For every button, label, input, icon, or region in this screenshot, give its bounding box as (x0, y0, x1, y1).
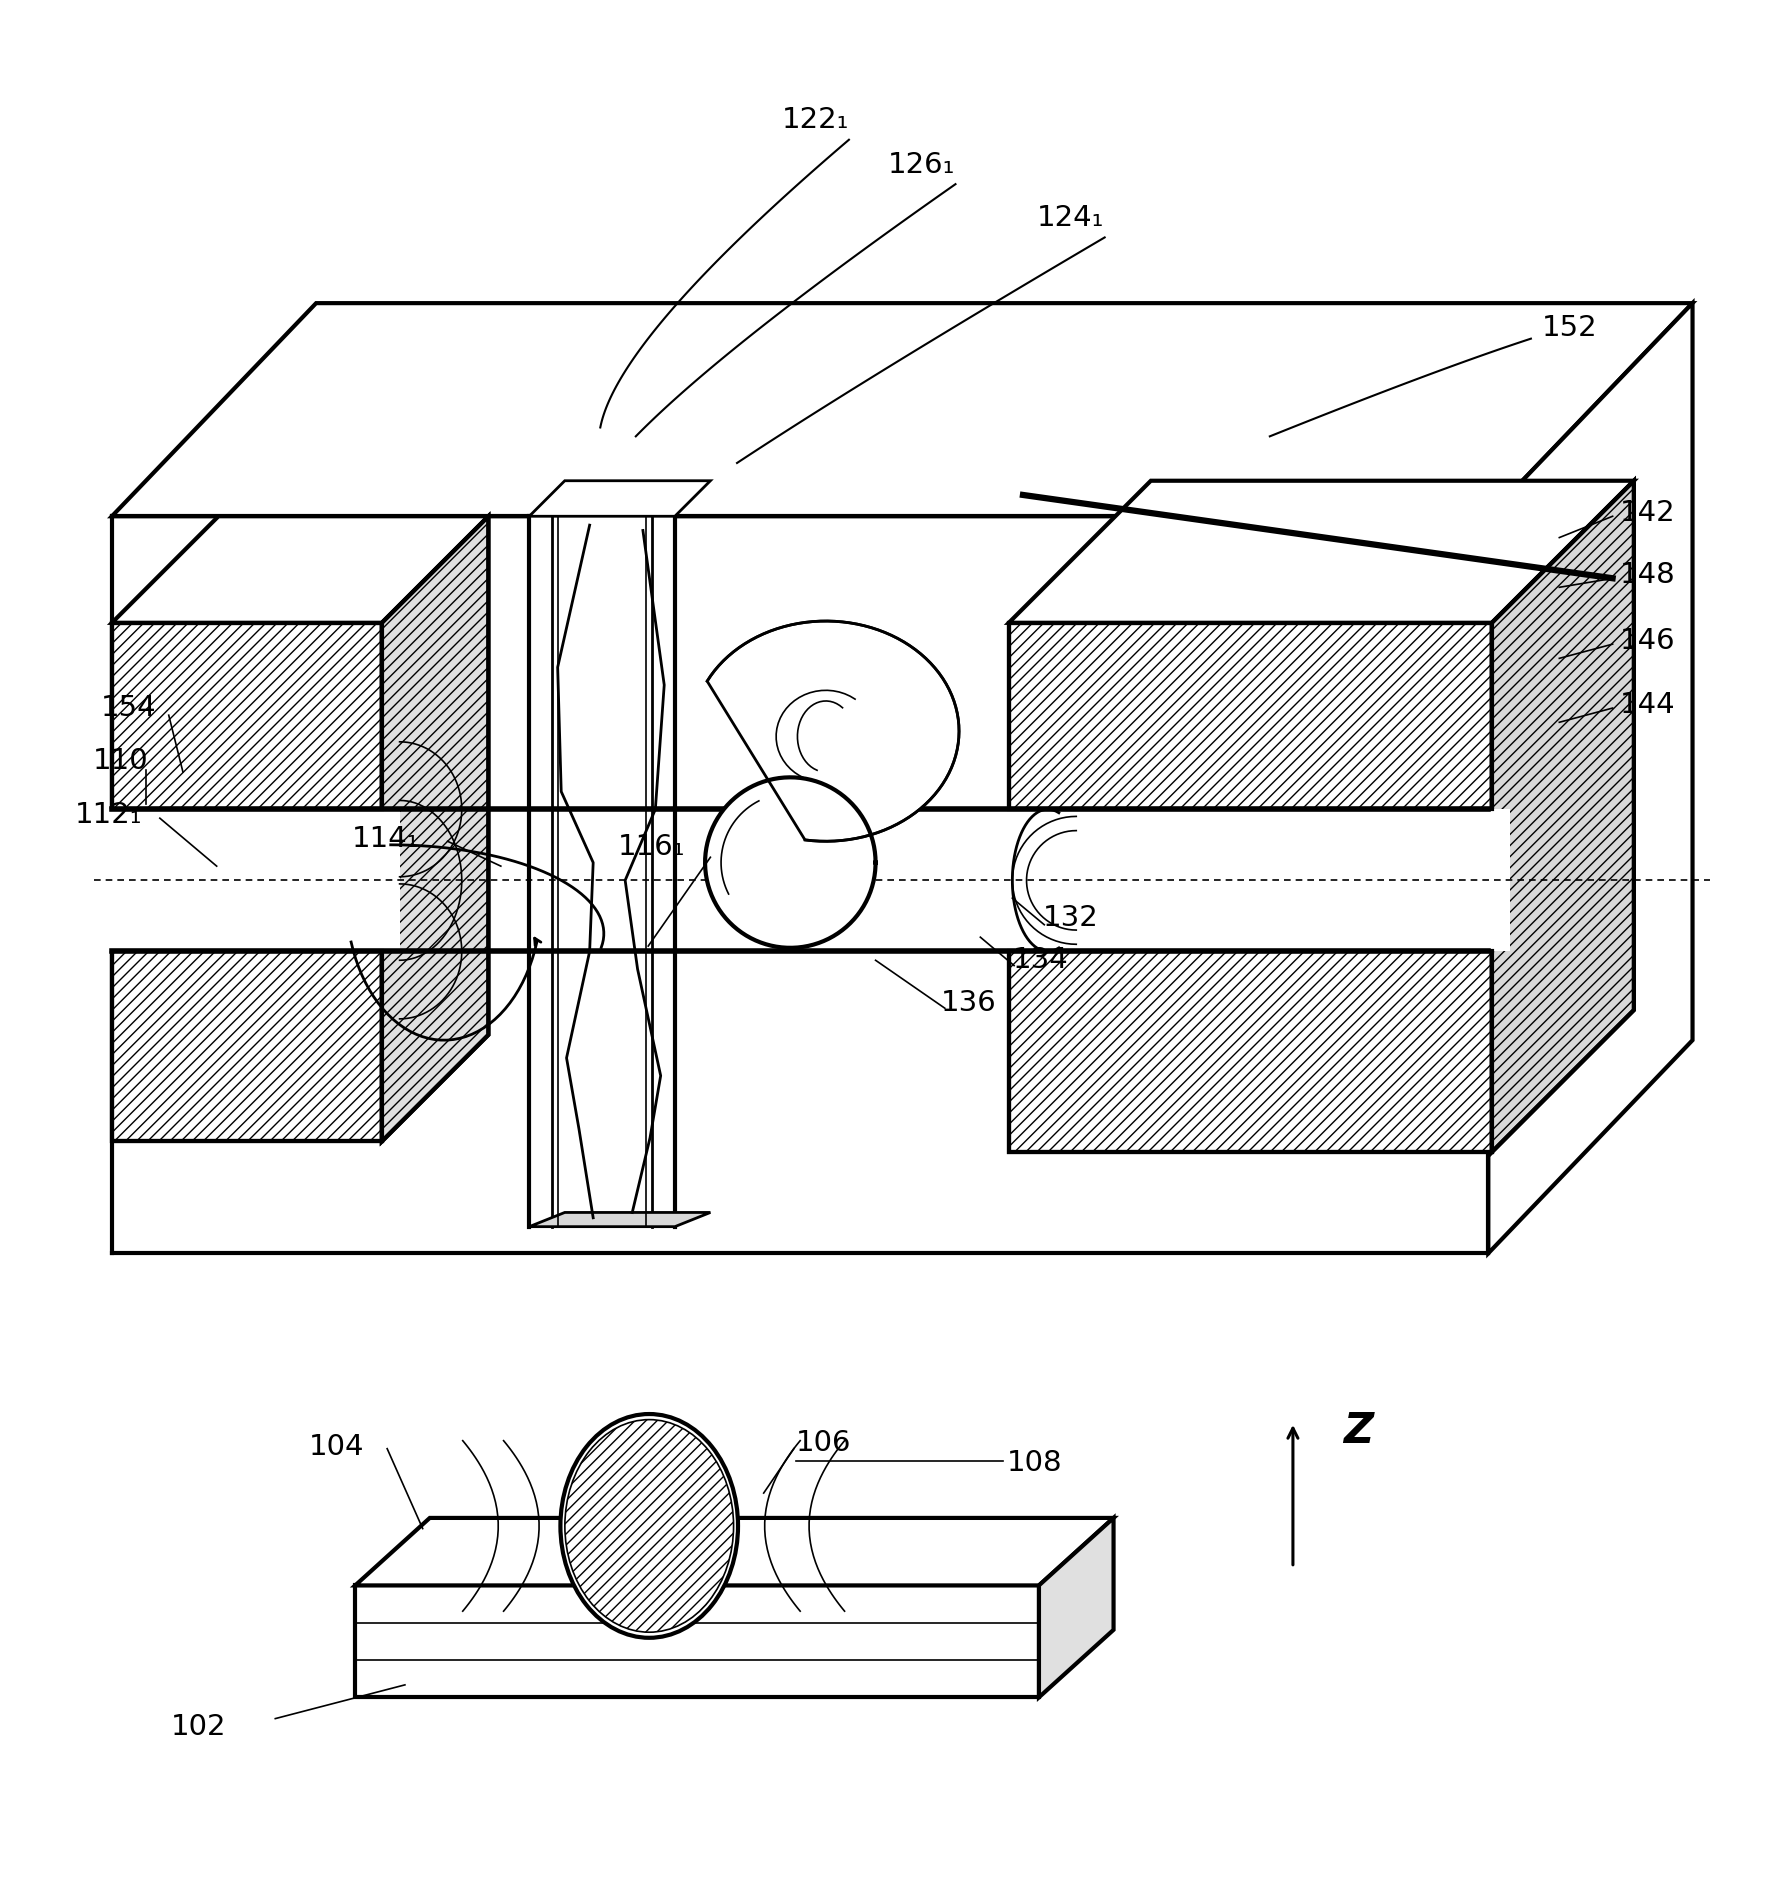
Polygon shape (355, 1517, 1114, 1585)
Text: 126₁: 126₁ (888, 151, 955, 179)
Polygon shape (382, 516, 488, 1142)
Polygon shape (1009, 481, 1634, 622)
Text: 142: 142 (1620, 500, 1675, 526)
Text: 110: 110 (92, 746, 147, 775)
Text: 104: 104 (309, 1433, 364, 1461)
Polygon shape (1009, 622, 1492, 1152)
Text: 108: 108 (1007, 1450, 1062, 1476)
Polygon shape (94, 809, 400, 952)
Text: 144: 144 (1620, 690, 1675, 718)
Text: 124₁: 124₁ (1037, 204, 1105, 232)
Text: 122₁: 122₁ (781, 106, 849, 134)
Polygon shape (529, 1212, 710, 1227)
Text: 112₁: 112₁ (75, 801, 142, 829)
Text: 106: 106 (796, 1429, 851, 1457)
Text: 154: 154 (101, 694, 156, 722)
Polygon shape (1039, 1517, 1114, 1697)
Text: 116₁: 116₁ (618, 833, 686, 861)
Polygon shape (991, 809, 1510, 952)
Text: 132: 132 (1043, 903, 1098, 931)
Polygon shape (112, 303, 1693, 516)
Polygon shape (529, 481, 710, 516)
Polygon shape (611, 1549, 689, 1583)
Text: 146: 146 (1620, 626, 1675, 654)
Polygon shape (1492, 481, 1634, 1152)
Text: 114₁: 114₁ (352, 826, 419, 854)
Polygon shape (1488, 303, 1693, 1254)
Text: Z: Z (1343, 1410, 1373, 1451)
Text: 102: 102 (170, 1713, 226, 1742)
Polygon shape (529, 516, 675, 1227)
Polygon shape (705, 777, 876, 948)
Polygon shape (112, 516, 488, 622)
Text: 136: 136 (941, 990, 996, 1016)
Polygon shape (764, 780, 852, 790)
Polygon shape (707, 620, 959, 841)
Text: 148: 148 (1620, 562, 1675, 588)
Text: 134: 134 (1012, 946, 1067, 975)
Text: 152: 152 (1542, 315, 1597, 341)
Polygon shape (112, 622, 382, 1142)
Ellipse shape (561, 1414, 739, 1638)
Polygon shape (355, 1585, 1039, 1696)
